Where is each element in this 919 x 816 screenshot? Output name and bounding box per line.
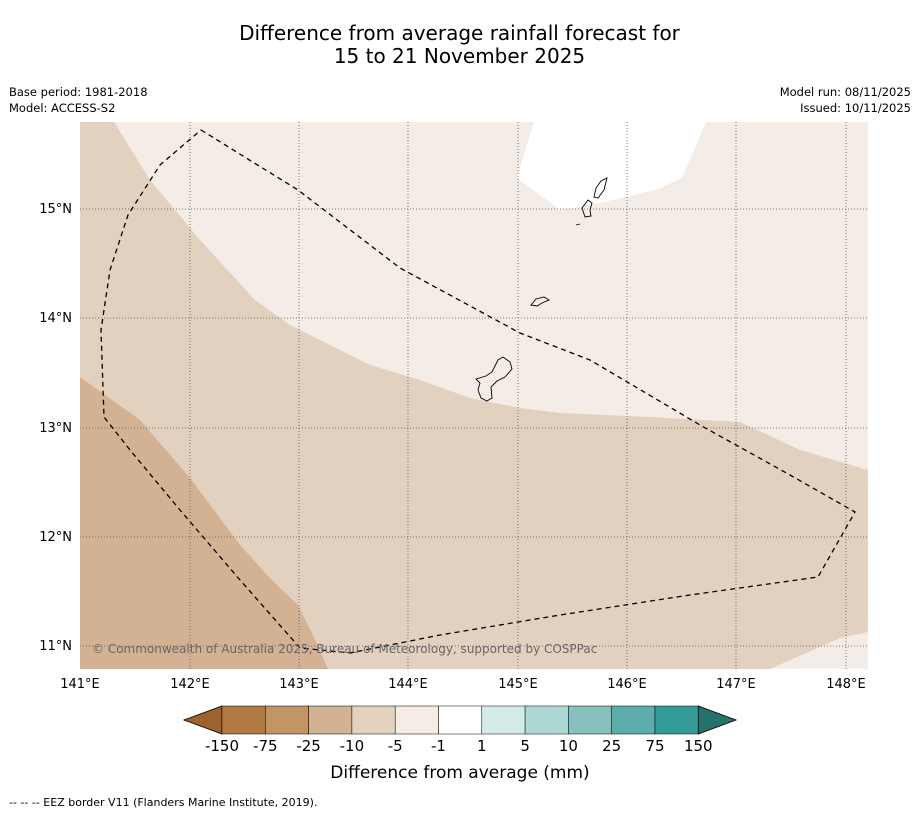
map-gridlines — [80, 122, 868, 669]
colorbar-swatch — [308, 705, 353, 735]
colorbar-swatch — [481, 705, 526, 735]
rainfall-map — [80, 122, 868, 669]
meta-right: Model run: 08/11/2025 Issued: 10/11/2025 — [780, 84, 911, 116]
colorbar-tick-label: -75 — [253, 737, 278, 755]
colorbar-swatch — [265, 705, 309, 735]
lon-tick-label: 146°E — [607, 677, 647, 692]
saipan-island — [593, 177, 608, 199]
colorbar-swatch — [611, 705, 656, 735]
lon-tick-label: 148°E — [826, 677, 866, 692]
latitude-tick-labels: 15°N 14°N 13°N 12°N 11°N — [39, 202, 72, 654]
colorbar-tick-label: 75 — [645, 737, 664, 755]
lat-tick-label: 11°N — [39, 639, 72, 654]
title-line-1: Difference from average rainfall forecas… — [239, 21, 680, 45]
colorbar-tick-label: 10 — [559, 737, 578, 755]
colorbar-tick-label: 150 — [684, 737, 713, 755]
chart-title: Difference from average rainfall forecas… — [0, 22, 919, 68]
colorbar: -150 -75 -25 -10 -5 -1 1 5 10 25 75 150 — [182, 705, 738, 755]
tinian-island — [581, 199, 593, 218]
guam-island — [475, 356, 513, 402]
lon-tick-label: 142°E — [170, 677, 210, 692]
lon-tick-label: 141°E — [60, 677, 100, 692]
model-name: Model: ACCESS-S2 — [9, 101, 116, 115]
colorbar-tick-label: 1 — [477, 737, 487, 755]
eez-border — [100, 129, 856, 654]
colorbar-title: Difference from average (mm) — [330, 763, 589, 783]
title-line-2: 15 to 21 November 2025 — [333, 44, 586, 68]
issued-date: Issued: 10/11/2025 — [800, 101, 911, 115]
colorbar-tick-label: -1 — [431, 737, 446, 755]
colorbar-tick-label: -150 — [205, 737, 239, 755]
island-outlines — [475, 177, 608, 402]
map-copyright: © Commonwealth of Australia 2025, Bureau… — [92, 642, 597, 656]
colorbar-swatch — [351, 705, 396, 735]
lon-tick-label: 143°E — [279, 677, 319, 692]
lon-tick-label: 144°E — [388, 677, 428, 692]
colorbar-swatch — [654, 705, 699, 735]
eez-footnote: -- -- -- EEZ border V11 (Flanders Marine… — [9, 796, 318, 809]
colorbar-tick-label: 25 — [602, 737, 621, 755]
region-minus1-to-1 — [517, 122, 706, 210]
colorbar-swatch — [394, 705, 439, 735]
model-run: Model run: 08/11/2025 — [779, 85, 911, 99]
colorbar-tick-label: 5 — [520, 737, 530, 755]
rota-island — [530, 296, 550, 307]
lat-tick-label: 14°N — [39, 311, 72, 326]
colorbar-swatch — [568, 705, 612, 735]
base-period: Base period: 1981-2018 — [9, 85, 148, 99]
colorbar-swatch — [438, 705, 483, 735]
colorbar-tick-label: -5 — [388, 737, 403, 755]
meta-left: Base period: 1981-2018 Model: ACCESS-S2 — [9, 84, 148, 116]
region-minus25-to-minus10 — [80, 377, 328, 669]
lat-tick-label: 15°N — [39, 202, 72, 217]
lat-tick-label: 13°N — [39, 421, 72, 436]
lat-tick-label: 12°N — [39, 530, 72, 545]
colorbar-swatch — [524, 705, 569, 735]
colorbar-tick-label: -25 — [296, 737, 321, 755]
region-minus10-to-minus5 — [80, 122, 868, 669]
aguijan-island — [575, 223, 581, 226]
lon-tick-label: 145°E — [498, 677, 538, 692]
lon-tick-label: 147°E — [716, 677, 756, 692]
colorbar-extend-low — [182, 705, 223, 735]
longitude-tick-labels: 141°E 142°E 143°E 144°E 145°E 146°E 147°… — [60, 677, 866, 692]
colorbar-extend-high — [697, 705, 738, 735]
colorbar-swatch — [221, 705, 266, 735]
colorbar-tick-label: -10 — [340, 737, 365, 755]
